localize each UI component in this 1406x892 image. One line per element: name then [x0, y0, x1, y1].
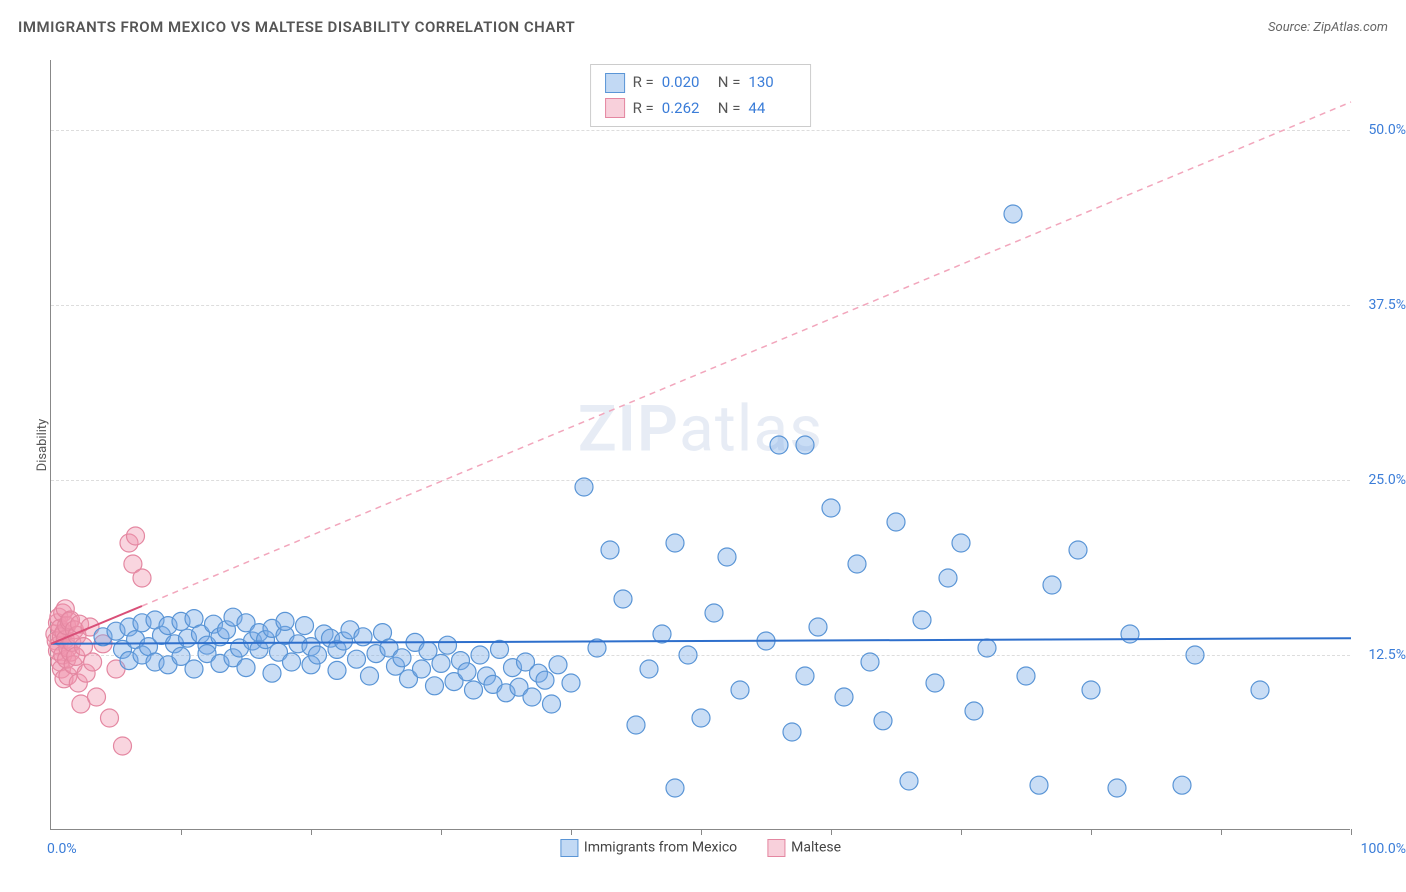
scatter-point [796, 436, 814, 454]
scatter-point [263, 664, 281, 682]
trend-line-maltese-dashed [142, 102, 1351, 606]
scatter-point [900, 772, 918, 790]
scatter-point [1017, 667, 1035, 685]
scatter-point [283, 653, 301, 671]
scatter-point [705, 604, 723, 622]
scatter-point [276, 612, 294, 630]
plot-area: ZIPatlas 12.5%25.0%37.5%50.0% 0.0% 100.0… [50, 60, 1350, 830]
scatter-svg [51, 60, 1351, 830]
scatter-point [458, 663, 476, 681]
scatter-point [543, 695, 561, 713]
scatter-point [1108, 779, 1126, 797]
scatter-point [393, 649, 411, 667]
scatter-point [1043, 576, 1061, 594]
scatter-point [601, 541, 619, 559]
legend-swatch [767, 839, 785, 857]
y-tick-label: 12.5% [1368, 647, 1406, 663]
scatter-point [237, 659, 255, 677]
scatter-point [952, 534, 970, 552]
scatter-point [783, 723, 801, 741]
scatter-point [1030, 776, 1048, 794]
legend-item: Immigrants from Mexico [560, 839, 737, 857]
scatter-point [666, 534, 684, 552]
x-tick [1351, 829, 1352, 835]
scatter-point [426, 677, 444, 695]
scatter-point [1004, 205, 1022, 223]
scatter-point [309, 646, 327, 664]
scatter-point [809, 618, 827, 636]
source-attribution: Source: ZipAtlas.com [1268, 20, 1388, 35]
scatter-point [874, 712, 892, 730]
scatter-point [1173, 776, 1191, 794]
scatter-point [913, 611, 931, 629]
scatter-point [575, 478, 593, 496]
scatter-point [718, 548, 736, 566]
scatter-point [796, 667, 814, 685]
scatter-point [1186, 646, 1204, 664]
scatter-point [1251, 681, 1269, 699]
scatter-point [296, 617, 314, 635]
scatter-point [562, 674, 580, 692]
y-tick-label: 25.0% [1368, 472, 1406, 488]
legend-label: Maltese [791, 840, 841, 856]
scatter-point [491, 640, 509, 658]
scatter-point [614, 590, 632, 608]
y-axis-label: Disability [35, 419, 50, 472]
scatter-point [101, 709, 119, 727]
y-tick-label: 50.0% [1368, 122, 1406, 138]
scatter-point [666, 779, 684, 797]
scatter-point [1121, 625, 1139, 643]
scatter-point [439, 636, 457, 654]
scatter-point [114, 737, 132, 755]
scatter-point [185, 660, 203, 678]
legend-swatch [560, 839, 578, 857]
scatter-point [523, 688, 541, 706]
scatter-point [861, 653, 879, 671]
scatter-point [640, 660, 658, 678]
x-axis-min-label: 0.0% [47, 841, 77, 857]
scatter-point [627, 716, 645, 734]
scatter-point [848, 555, 866, 573]
x-axis-max-label: 100.0% [1361, 841, 1406, 857]
plot-container: Disability ZIPatlas 12.5%25.0%37.5%50.0%… [50, 60, 1350, 830]
y-tick-label: 37.5% [1368, 297, 1406, 313]
scatter-point [731, 681, 749, 699]
scatter-point [887, 513, 905, 531]
legend-label: Immigrants from Mexico [584, 840, 737, 856]
bottom-legend: Immigrants from Mexico Maltese [560, 839, 841, 857]
scatter-point [692, 709, 710, 727]
scatter-point [835, 688, 853, 706]
scatter-point [361, 667, 379, 685]
scatter-point [978, 639, 996, 657]
scatter-point [822, 499, 840, 517]
scatter-point [348, 650, 366, 668]
scatter-point [679, 646, 697, 664]
scatter-point [133, 569, 151, 587]
scatter-point [465, 681, 483, 699]
scatter-point [432, 654, 450, 672]
scatter-point [127, 527, 145, 545]
scatter-point [549, 656, 567, 674]
legend-item: Maltese [767, 839, 841, 857]
scatter-point [965, 702, 983, 720]
scatter-point [1082, 681, 1100, 699]
scatter-point [1069, 541, 1087, 559]
scatter-point [88, 688, 106, 706]
chart-title: IMMIGRANTS FROM MEXICO VS MALTESE DISABI… [18, 18, 575, 36]
scatter-point [926, 674, 944, 692]
scatter-point [939, 569, 957, 587]
scatter-point [84, 653, 102, 671]
scatter-point [328, 661, 346, 679]
scatter-point [536, 671, 554, 689]
scatter-point [471, 646, 489, 664]
scatter-point [770, 436, 788, 454]
scatter-point [413, 660, 431, 678]
